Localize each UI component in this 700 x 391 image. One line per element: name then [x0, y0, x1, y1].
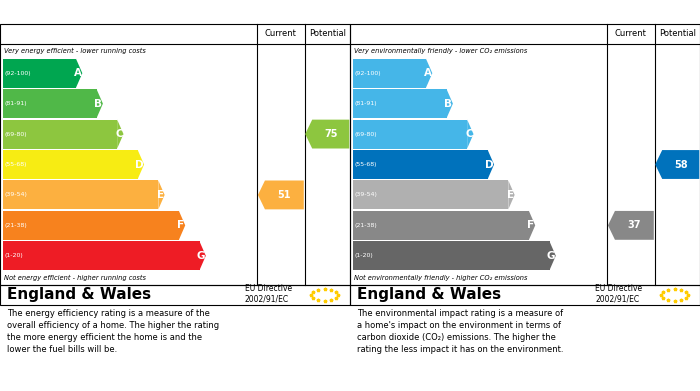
- Polygon shape: [179, 211, 186, 240]
- Text: Potential: Potential: [659, 29, 696, 38]
- Bar: [3, 120, 117, 149]
- Polygon shape: [199, 241, 206, 270]
- Polygon shape: [97, 89, 103, 118]
- Text: F: F: [527, 221, 535, 230]
- Text: England & Wales: England & Wales: [357, 287, 501, 303]
- Text: (21-38): (21-38): [355, 223, 377, 228]
- Text: E: E: [157, 190, 164, 200]
- Bar: [3, 89, 97, 118]
- Text: (21-38): (21-38): [5, 223, 27, 228]
- Polygon shape: [529, 211, 536, 240]
- Text: (55-68): (55-68): [5, 162, 27, 167]
- Text: D: D: [134, 160, 144, 170]
- Text: Very environmentally friendly - lower CO₂ emissions: Very environmentally friendly - lower CO…: [354, 48, 527, 54]
- Bar: [3, 59, 76, 88]
- Text: C: C: [466, 129, 472, 139]
- Text: Energy Efficiency Rating: Energy Efficiency Rating: [7, 7, 160, 17]
- Bar: [353, 59, 426, 88]
- Text: Not environmentally friendly - higher CO₂ emissions: Not environmentally friendly - higher CO…: [354, 275, 527, 281]
- Polygon shape: [655, 150, 699, 179]
- Text: A: A: [74, 68, 82, 78]
- Polygon shape: [138, 150, 144, 179]
- Text: EU Directive
2002/91/EC: EU Directive 2002/91/EC: [595, 284, 642, 304]
- Text: (39-54): (39-54): [355, 192, 377, 197]
- Polygon shape: [426, 59, 433, 88]
- Polygon shape: [488, 150, 494, 179]
- Text: Current: Current: [265, 29, 297, 38]
- Text: (69-80): (69-80): [5, 131, 27, 136]
- Bar: [3, 150, 138, 179]
- Polygon shape: [258, 181, 304, 209]
- Text: A: A: [424, 68, 432, 78]
- Text: (55-68): (55-68): [355, 162, 377, 167]
- Bar: [3, 241, 200, 270]
- Bar: [353, 150, 488, 179]
- Text: (69-80): (69-80): [355, 131, 377, 136]
- Polygon shape: [608, 211, 654, 240]
- Text: (1-20): (1-20): [5, 253, 23, 258]
- Text: B: B: [94, 99, 102, 109]
- Polygon shape: [117, 120, 123, 149]
- Bar: [353, 89, 447, 118]
- Text: EU Directive
2002/91/EC: EU Directive 2002/91/EC: [245, 284, 292, 304]
- Text: (92-100): (92-100): [355, 71, 382, 76]
- Polygon shape: [76, 59, 83, 88]
- Text: D: D: [484, 160, 494, 170]
- Text: 75: 75: [324, 129, 337, 139]
- Text: (39-54): (39-54): [5, 192, 27, 197]
- Text: Current: Current: [615, 29, 647, 38]
- Polygon shape: [447, 89, 453, 118]
- Polygon shape: [467, 120, 473, 149]
- Text: Very energy efficient - lower running costs: Very energy efficient - lower running co…: [4, 48, 146, 54]
- Text: G: G: [547, 251, 555, 261]
- Text: 58: 58: [674, 160, 687, 170]
- Text: 37: 37: [628, 221, 641, 230]
- Polygon shape: [508, 181, 514, 209]
- Bar: [3, 211, 179, 240]
- Text: (92-100): (92-100): [5, 71, 32, 76]
- Text: The environmental impact rating is a measure of
a home's impact on the environme: The environmental impact rating is a mea…: [357, 309, 564, 354]
- Text: F: F: [177, 221, 185, 230]
- Polygon shape: [305, 120, 349, 149]
- Text: (1-20): (1-20): [355, 253, 373, 258]
- Text: G: G: [197, 251, 205, 261]
- Text: The energy efficiency rating is a measure of the
overall efficiency of a home. T: The energy efficiency rating is a measur…: [7, 309, 219, 354]
- Text: England & Wales: England & Wales: [7, 287, 151, 303]
- Text: (81-91): (81-91): [355, 101, 377, 106]
- Text: B: B: [444, 99, 452, 109]
- Bar: [353, 181, 508, 209]
- Text: Not energy efficient - higher running costs: Not energy efficient - higher running co…: [4, 275, 146, 281]
- Text: Potential: Potential: [309, 29, 346, 38]
- Bar: [353, 211, 529, 240]
- Text: 51: 51: [278, 190, 291, 200]
- Bar: [3, 181, 158, 209]
- Bar: [353, 120, 467, 149]
- Polygon shape: [550, 241, 556, 270]
- Text: C: C: [116, 129, 122, 139]
- Text: (81-91): (81-91): [5, 101, 27, 106]
- Text: E: E: [507, 190, 514, 200]
- Polygon shape: [158, 181, 164, 209]
- Text: Environmental Impact (CO₂) Rating: Environmental Impact (CO₂) Rating: [357, 7, 575, 17]
- Bar: [353, 241, 550, 270]
